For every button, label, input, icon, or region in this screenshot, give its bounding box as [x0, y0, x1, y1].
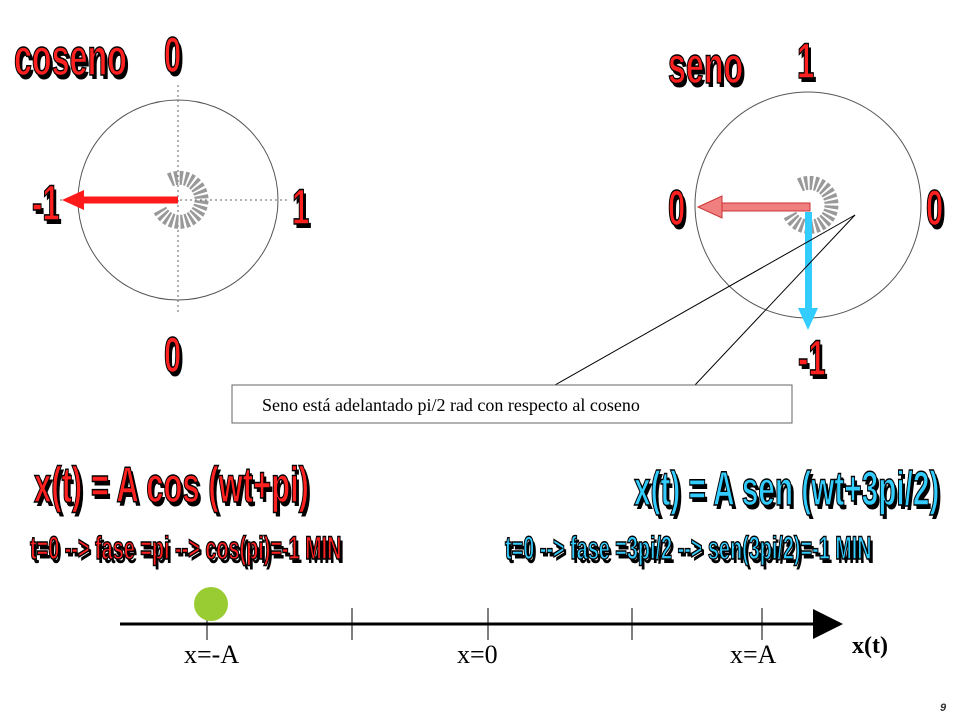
label: 0: [164, 27, 182, 83]
label: -1: [798, 330, 827, 386]
title: coseno: [14, 29, 128, 87]
label: -1: [32, 175, 61, 231]
axis-label: x=0: [457, 640, 498, 669]
page-number: 9: [940, 702, 947, 714]
equation-note: t=0 --> fase =3pi/2 --> sen(3pi/2)=-1 MI…: [505, 530, 873, 566]
title: seno: [668, 37, 744, 95]
label: 1: [292, 179, 310, 235]
label: 1: [797, 33, 815, 89]
callout-text: Seno está adelantado pi/2 rad con respec…: [262, 395, 640, 415]
axis-name: x(t): [852, 633, 888, 659]
rotation-ring: [783, 175, 839, 234]
phasor: [719, 202, 811, 212]
arrowhead: [696, 195, 723, 219]
mass: [194, 587, 228, 621]
arrowhead: [62, 190, 84, 210]
callout-box: [231, 384, 793, 424]
label: 0: [668, 180, 686, 236]
label: 0: [164, 327, 182, 383]
axis-label: x=A: [730, 640, 777, 669]
label: 0: [926, 180, 944, 236]
equation: x(t) = A sen (wt+3pi/2): [634, 463, 940, 516]
equation: x(t) = A cos (wt+pi): [34, 457, 310, 513]
arrowhead: [798, 308, 818, 330]
callout-line: [694, 214, 856, 386]
equation-note: t=0 --> fase =pi --> cos(pi)=-1 MIN: [30, 530, 342, 566]
phasor: [805, 212, 812, 312]
rotation-ring: [153, 170, 209, 229]
axis-label: x=-A: [184, 640, 240, 669]
callout-line: [554, 214, 856, 386]
